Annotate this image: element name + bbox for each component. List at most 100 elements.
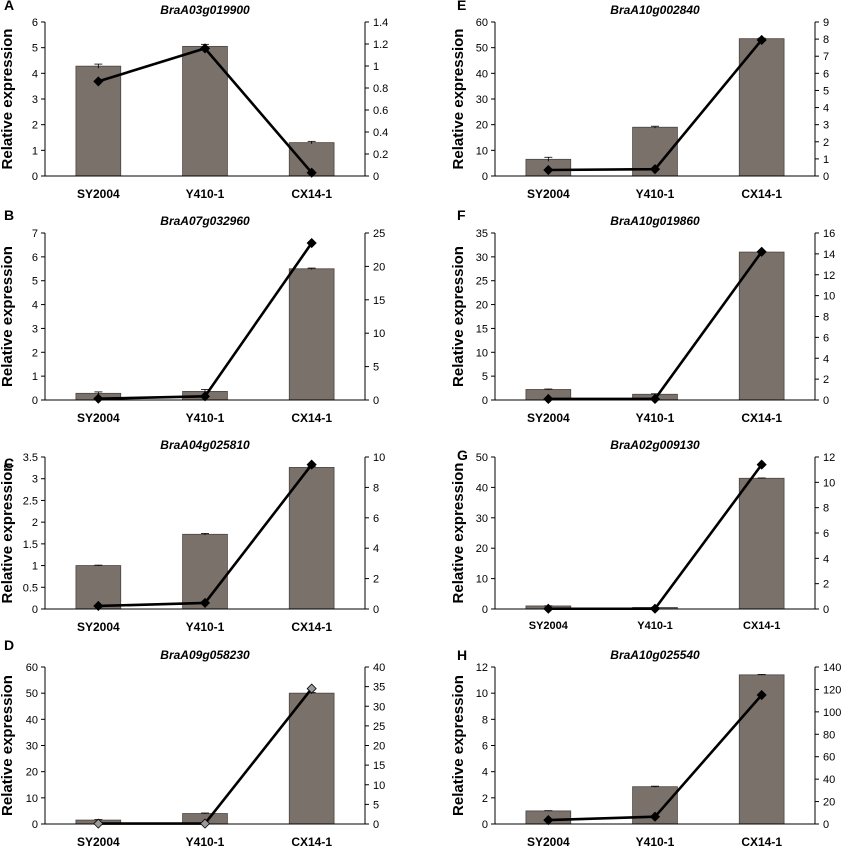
y-tick-label: 30 [26, 741, 38, 753]
line-point-sy2004 [543, 815, 554, 826]
y2-tick-label: 1 [373, 61, 379, 73]
y2-tick-label: 8 [823, 503, 829, 515]
y2-tick-label: 0 [823, 171, 829, 183]
y-tick-label: 6 [32, 17, 38, 29]
y-tick-label: 10 [476, 347, 488, 359]
expression-line [98, 687, 313, 825]
x-category-label: SY2004 [77, 187, 120, 201]
y-tick-label: 2.5 [23, 495, 38, 507]
x-category-label: CX14-1 [291, 835, 332, 849]
y2-tick-label: 0.8 [373, 83, 388, 95]
x-category-label: CX14-1 [291, 620, 332, 634]
y-tick-label: 60 [476, 17, 488, 29]
y2-tick-label: 20 [373, 261, 385, 273]
panel-label: B [4, 207, 14, 223]
y-tick-label: 40 [476, 68, 488, 80]
error-bar-y410-1 [651, 125, 659, 129]
line-point-cx14-1 [306, 683, 317, 694]
y2-tick-label: 5 [373, 362, 379, 374]
y-tick-label: 20 [26, 767, 38, 779]
y-tick-label: 2 [32, 517, 38, 529]
y-axis-label: Relative expression [0, 246, 16, 387]
y-tick-label: 3 [32, 94, 38, 106]
y2-tick-label: 10 [823, 477, 835, 489]
y2-tick-label: 2 [823, 374, 829, 386]
y-tick-label: 35 [476, 228, 488, 240]
y-tick-label: 10 [476, 688, 488, 700]
y2-tick-label: 20 [823, 797, 835, 809]
y2-tick-label: 9 [823, 17, 829, 29]
y2-tick-label: 16 [823, 228, 835, 240]
x-category-label: Y410-1 [186, 620, 225, 634]
y2-tick-label: 0.4 [373, 127, 388, 139]
bar-cx14-1 [288, 467, 335, 610]
y-tick-label: 5 [482, 371, 488, 383]
y-tick-label: 12 [476, 662, 488, 674]
y2-tick-label: 0 [373, 395, 379, 407]
y-tick-label: 0 [482, 171, 488, 183]
line-point-cx14-1 [756, 246, 767, 257]
y2-tick-label: 120 [823, 684, 841, 696]
y2-tick-label: 5 [823, 85, 829, 97]
panel-label: D [4, 637, 14, 653]
error-bar-cx14-1 [307, 140, 316, 144]
bar-cx14-1 [738, 251, 785, 401]
line-point-cx14-1 [756, 34, 767, 46]
y2-tick-label: 35 [373, 682, 385, 694]
y2-tick-label: 30 [373, 701, 385, 713]
y-tick-label: 10 [26, 793, 38, 805]
x-category-label: SY2004 [77, 411, 120, 425]
line-point-y410-1 [199, 391, 211, 402]
y-tick-label: 15 [476, 323, 488, 335]
y-tick-label: 1 [32, 561, 38, 573]
y2-tick-label: 25 [373, 721, 385, 733]
panel-title: BraA10g002840 [610, 3, 700, 17]
y2-tick-label: 0.2 [373, 149, 388, 161]
x-category-label: SY2004 [529, 620, 569, 632]
y2-tick-label: 12 [823, 452, 835, 464]
bar-cx14-1 [288, 268, 335, 401]
x-category-label: CX14-1 [741, 411, 782, 425]
y-tick-label: 6 [482, 741, 488, 753]
y2-tick-label: 0.6 [373, 105, 388, 117]
y2-tick-label: 1.4 [373, 17, 388, 29]
panel-title: BraA09g058230 [160, 648, 250, 662]
y-tick-label: 10 [476, 574, 488, 586]
x-category-label: Y410-1 [636, 411, 675, 425]
y-tick-label: 40 [26, 714, 38, 726]
y-tick-label: 0 [32, 819, 38, 831]
y2-tick-label: 15 [373, 760, 385, 772]
expression-line [548, 251, 763, 401]
x-category-label: SY2004 [77, 620, 120, 634]
x-category-label: Y410-1 [637, 620, 672, 632]
x-category-label: CX14-1 [291, 187, 332, 201]
y-tick-label: 50 [476, 43, 488, 55]
y2-tick-label: 2 [373, 574, 379, 586]
x-category-label: SY2004 [77, 835, 120, 849]
panel-f: F BraA10g019860 Relative expression 0 5 10 15 2… [450, 207, 835, 425]
y2-tick-label: 80 [823, 729, 835, 741]
y2-tick-label: 4 [823, 353, 829, 365]
error-bar-y410-1 [201, 533, 209, 536]
line-point-y410-1 [199, 43, 211, 54]
line-point-sy2004 [93, 600, 104, 612]
y2-tick-label: 5 [373, 799, 379, 811]
line-point-y410-1 [649, 393, 661, 405]
y-tick-label: 0 [32, 171, 38, 183]
panel-d: D BraA09g058230 Relative expression 0 10 20 30… [0, 637, 385, 849]
panel-label: E [457, 0, 466, 13]
error-bar-sy2004 [94, 63, 103, 69]
y-tick-label: 10 [476, 145, 488, 157]
y2-tick-label: 14 [823, 249, 835, 261]
x-category-label: CX14-1 [291, 411, 332, 425]
y-tick-label: 60 [26, 662, 38, 674]
y2-tick-label: 15 [373, 295, 385, 307]
x-category-label: SY2004 [527, 835, 570, 849]
y-tick-label: 3 [32, 474, 38, 486]
y2-tick-label: 6 [823, 332, 829, 344]
y-tick-label: 0 [482, 819, 488, 831]
y-tick-label: 0.5 [23, 582, 38, 594]
line-point-sy2004 [543, 603, 554, 614]
